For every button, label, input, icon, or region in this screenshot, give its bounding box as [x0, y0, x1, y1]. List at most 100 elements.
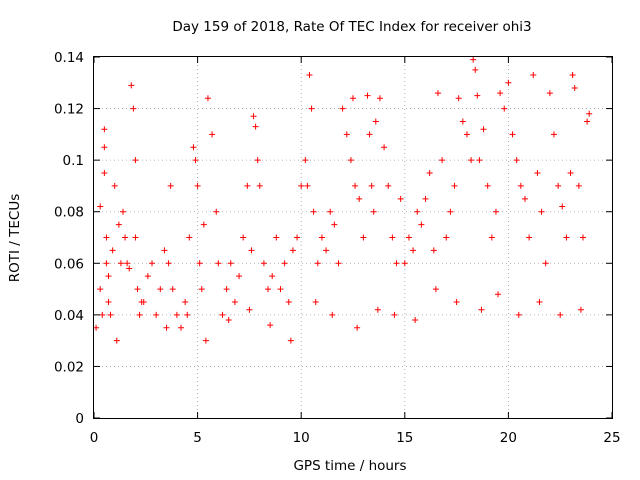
data-point: [134, 286, 141, 293]
data-point: [352, 182, 359, 189]
y-tick-label: 0.08: [54, 205, 84, 221]
data-point: [495, 291, 502, 298]
x-tick-label: 10: [293, 430, 310, 446]
data-point: [323, 247, 330, 254]
data-point: [470, 56, 477, 63]
data-point: [109, 247, 116, 254]
data-point: [122, 234, 129, 241]
data-point: [343, 131, 350, 138]
data-point: [294, 234, 301, 241]
data-point: [132, 157, 139, 164]
data-point: [97, 286, 104, 293]
data-point: [194, 182, 201, 189]
data-point: [304, 182, 311, 189]
data-point: [190, 144, 197, 151]
grid-lines: [94, 57, 612, 418]
data-point: [526, 234, 533, 241]
data-point: [169, 286, 176, 293]
data-point: [256, 182, 263, 189]
data-point: [209, 131, 216, 138]
data-point: [530, 72, 537, 79]
data-point: [308, 105, 315, 112]
data-point: [215, 260, 222, 267]
data-point: [410, 247, 417, 254]
data-point: [401, 260, 408, 267]
data-point: [497, 90, 504, 97]
data-point: [178, 324, 185, 331]
data-point: [198, 286, 205, 293]
data-point: [285, 298, 292, 305]
data-point: [447, 208, 454, 215]
data-point: [254, 157, 261, 164]
data-point: [186, 234, 193, 241]
data-point: [488, 234, 495, 241]
data-point: [536, 298, 543, 305]
data-point: [113, 337, 120, 344]
data-point: [107, 311, 114, 318]
data-point: [225, 317, 232, 324]
data-point: [451, 182, 458, 189]
data-point: [414, 208, 421, 215]
data-point: [546, 90, 553, 97]
data-point: [105, 298, 112, 305]
data-point: [149, 260, 156, 267]
data-point: [331, 221, 338, 228]
data-point: [513, 157, 520, 164]
data-point: [480, 126, 487, 133]
data-point: [223, 286, 230, 293]
data-point: [567, 170, 574, 177]
data-point: [563, 234, 570, 241]
data-point: [521, 195, 528, 202]
data-point: [192, 157, 199, 164]
data-point: [463, 131, 470, 138]
chart-title: Day 159 of 2018, Rate Of TEC Index for r…: [172, 19, 531, 35]
data-point: [327, 208, 334, 215]
data-point: [204, 95, 211, 102]
data-point: [306, 72, 313, 79]
data-point: [339, 105, 346, 112]
data-point: [213, 208, 220, 215]
data-point: [182, 298, 189, 305]
data-point: [389, 234, 396, 241]
y-axis-label: ROTI / TECUs: [7, 194, 23, 282]
data-point: [250, 113, 257, 120]
y-tick-label: 0.04: [54, 308, 84, 324]
data-point: [117, 260, 124, 267]
data-point: [136, 311, 143, 318]
data-point: [167, 182, 174, 189]
data-points: [93, 56, 593, 344]
data-point: [246, 306, 253, 313]
data-point: [273, 234, 280, 241]
data-point: [360, 234, 367, 241]
data-point: [478, 306, 485, 313]
data-point: [260, 260, 267, 267]
data-point: [474, 92, 481, 99]
data-point: [132, 234, 139, 241]
data-point: [422, 195, 429, 202]
data-point: [501, 105, 508, 112]
data-point: [370, 208, 377, 215]
data-point: [405, 234, 412, 241]
data-point: [579, 234, 586, 241]
axis-ticks: 0 5 10 15 20 25 0 0.02 0.04 0.06 0.08 0.1 0.12 0.14: [54, 50, 621, 446]
data-point: [492, 208, 499, 215]
data-point: [267, 322, 274, 329]
data-point: [227, 260, 234, 267]
data-point: [101, 126, 108, 133]
data-point: [509, 131, 516, 138]
data-point: [557, 311, 564, 318]
data-point: [101, 170, 108, 177]
data-point: [130, 105, 137, 112]
data-point: [430, 247, 437, 254]
data-point: [101, 144, 108, 151]
data-point: [542, 260, 549, 267]
data-point: [184, 311, 191, 318]
data-point: [350, 95, 356, 102]
data-point: [248, 247, 255, 254]
data-point: [163, 324, 170, 331]
data-point: [571, 84, 578, 91]
data-point: [244, 182, 251, 189]
data-point: [318, 234, 325, 241]
data-point: [434, 90, 441, 97]
